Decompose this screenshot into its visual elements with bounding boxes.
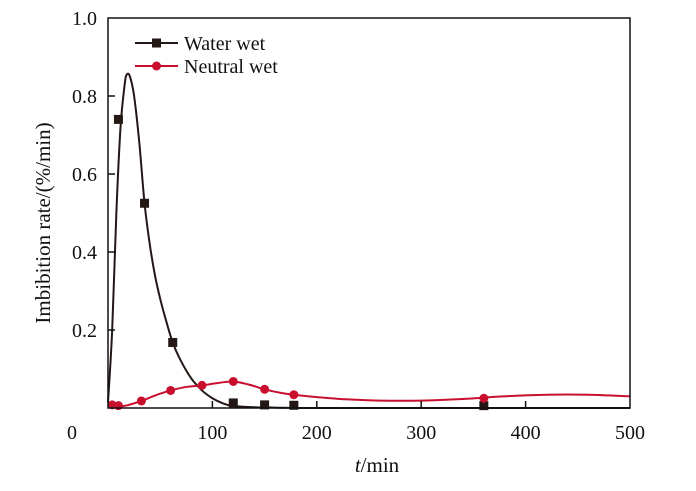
x-tick-label-400: 400 — [511, 422, 541, 444]
x-axis-title-variable: t — [355, 453, 362, 477]
plot-area — [107, 72, 631, 411]
plot-frame — [107, 17, 631, 409]
y-tick-label-0.8: 0.8 — [72, 86, 97, 108]
y-tick-label-0.2: 0.2 — [72, 320, 97, 342]
data-point-neutral-wet-1 — [113, 401, 123, 411]
data-point-water-wet-5 — [289, 400, 299, 410]
data-point-neutral-wet-6 — [260, 384, 270, 394]
data-point-water-wet-6 — [479, 401, 489, 411]
data-point-neutral-wet-4 — [197, 380, 207, 390]
y-axis-title: Imbibition rate/(%/min) — [31, 122, 55, 323]
y-tick-label-0.4: 0.4 — [72, 242, 97, 264]
x-tick-label-200: 200 — [302, 422, 332, 444]
data-point-neutral-wet-2 — [136, 396, 146, 406]
data-point-water-wet-0 — [113, 114, 123, 124]
x-tick-label-300: 300 — [406, 422, 436, 444]
data-point-water-wet-2 — [168, 337, 178, 347]
series-line-water-wet — [107, 72, 630, 410]
x-tick-label-500: 500 — [615, 422, 645, 444]
series-line-neutral-wet — [107, 380, 631, 408]
legend-marker-water-wet — [152, 38, 161, 48]
axes: 0 100 200 300 400 500 0.2 0.4 0.6 0.8 1.0 — [67, 8, 645, 444]
x-tick-label-100: 100 — [197, 422, 227, 444]
y-tick-label-0.6: 0.6 — [72, 164, 97, 186]
legend-label-water-wet: Water wet — [184, 33, 266, 55]
data-point-water-wet-1 — [140, 198, 150, 208]
data-point-water-wet-4 — [260, 400, 270, 410]
legend-marker-neutral-wet — [152, 61, 161, 71]
data-point-neutral-wet-3 — [166, 385, 176, 395]
data-point-neutral-wet-8 — [479, 393, 489, 403]
x-tick-label-0: 0 — [67, 422, 77, 444]
legend-label-neutral-wet: Neutral wet — [184, 56, 278, 78]
data-point-neutral-wet-5 — [228, 376, 238, 386]
x-axis-title-unit: /min — [361, 453, 400, 477]
data-point-water-wet-3 — [228, 398, 238, 408]
data-point-neutral-wet-7 — [289, 390, 299, 400]
x-axis-title: t/min — [355, 453, 400, 477]
y-tick-label-1: 1.0 — [72, 8, 97, 30]
